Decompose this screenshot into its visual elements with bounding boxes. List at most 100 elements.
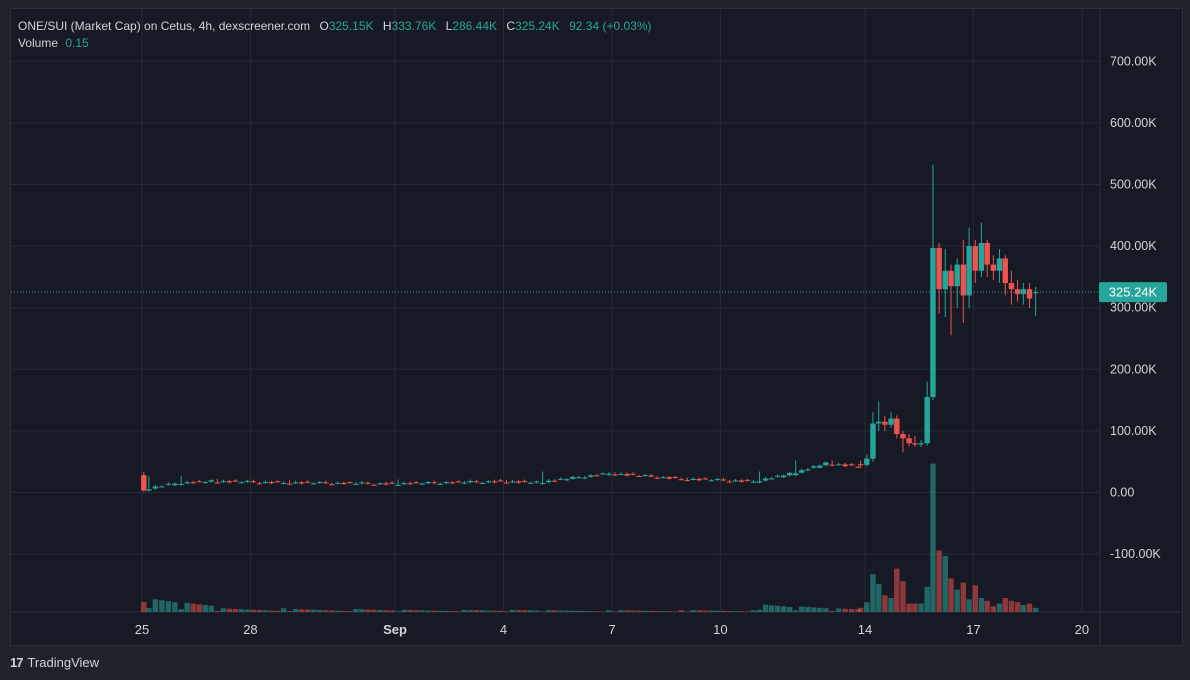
close-value: 325.24K bbox=[515, 19, 560, 33]
volume-bar bbox=[984, 600, 990, 612]
volume-bar bbox=[515, 609, 522, 612]
candle-body bbox=[857, 464, 864, 466]
candle-body bbox=[720, 479, 727, 481]
volume-bar bbox=[624, 610, 630, 612]
candle-body bbox=[811, 466, 817, 468]
tradingview-logo[interactable]: 17 TradingView bbox=[10, 655, 99, 670]
volume-bar bbox=[972, 585, 978, 612]
volume-bar bbox=[304, 609, 311, 612]
candle-body bbox=[491, 481, 498, 483]
volume-bar bbox=[256, 610, 263, 612]
candle-body bbox=[274, 481, 281, 483]
candle-body bbox=[660, 477, 666, 479]
volume-bar bbox=[329, 610, 335, 612]
candle-body bbox=[262, 481, 269, 483]
candle-body bbox=[618, 473, 624, 475]
candle-body bbox=[672, 476, 678, 478]
candle-body bbox=[220, 481, 227, 483]
volume-bar bbox=[702, 610, 709, 612]
chart-legend: ONE/SUI (Market Cap) on Cetus, 4h, dexsc… bbox=[18, 18, 651, 52]
open-value: 325.15K bbox=[328, 19, 374, 33]
volume-bar bbox=[383, 610, 389, 612]
volume-bar bbox=[793, 610, 799, 612]
candle-body bbox=[419, 483, 425, 485]
volume-bar bbox=[762, 604, 769, 612]
volume-bar bbox=[756, 609, 763, 612]
volume-bar bbox=[576, 610, 582, 612]
candle-body bbox=[654, 477, 660, 479]
candle-body bbox=[256, 483, 263, 485]
volume-bar bbox=[407, 609, 413, 612]
chart-frame[interactable] bbox=[10, 8, 1183, 646]
volume-bar bbox=[570, 610, 576, 612]
volume-bar bbox=[714, 610, 721, 612]
volume-bar bbox=[942, 556, 948, 612]
volume-bar bbox=[690, 610, 696, 612]
volume-bar bbox=[1008, 600, 1015, 612]
volume-bar bbox=[178, 609, 184, 612]
candle-body bbox=[202, 482, 208, 484]
volume-bar bbox=[286, 611, 293, 612]
volume-bar bbox=[401, 609, 407, 612]
volume-bar bbox=[485, 610, 492, 612]
candle-body bbox=[1014, 289, 1021, 295]
volume-bar bbox=[244, 609, 251, 612]
volume-bar bbox=[811, 607, 817, 612]
high-label: H bbox=[382, 19, 392, 33]
volume-bar bbox=[323, 610, 329, 612]
last-price-label: 325.24K bbox=[1109, 285, 1158, 300]
candle-body bbox=[855, 466, 861, 468]
candle-body bbox=[835, 464, 842, 466]
candle-body bbox=[799, 470, 805, 473]
volume-bar bbox=[226, 608, 233, 612]
candle-body bbox=[304, 481, 311, 483]
volume-bar bbox=[666, 611, 672, 612]
volume-bar bbox=[612, 611, 618, 612]
candle-body bbox=[882, 421, 888, 425]
volume-bar bbox=[870, 574, 876, 612]
candle-body bbox=[503, 482, 510, 484]
high-value: 333.76K bbox=[391, 19, 437, 33]
candle-body bbox=[425, 481, 431, 484]
volume-bar bbox=[262, 610, 269, 612]
volume-bar bbox=[594, 611, 600, 612]
volume-bar bbox=[165, 601, 172, 612]
x-tick-label: 28 bbox=[243, 622, 257, 637]
volume-bar bbox=[618, 610, 624, 612]
candle-body bbox=[738, 480, 745, 482]
volume-bar bbox=[966, 599, 972, 612]
candle-body bbox=[353, 483, 359, 485]
volume-bar bbox=[732, 611, 739, 612]
volume-bar bbox=[990, 606, 997, 612]
volume-bar bbox=[527, 610, 534, 612]
volume-bar bbox=[660, 611, 666, 612]
candle-body bbox=[208, 480, 214, 482]
candle-body bbox=[793, 473, 799, 476]
candle-body bbox=[395, 484, 401, 486]
x-tick-label: 20 bbox=[1075, 622, 1089, 637]
candle-body bbox=[666, 477, 672, 479]
candle-body bbox=[960, 264, 967, 296]
candle-body bbox=[1026, 289, 1033, 299]
candle-body bbox=[449, 482, 455, 484]
low-value: 286.44K bbox=[452, 19, 498, 33]
candle-body bbox=[311, 483, 317, 485]
candle-body bbox=[582, 477, 588, 479]
candle-body bbox=[509, 481, 516, 483]
volume-bar bbox=[786, 606, 793, 612]
candle-body bbox=[888, 418, 894, 425]
volume-bar bbox=[720, 610, 727, 612]
volume-bar bbox=[1020, 605, 1027, 612]
volume-bar bbox=[311, 609, 317, 612]
candle-body bbox=[539, 482, 546, 484]
volume-bar bbox=[835, 608, 842, 612]
volume-bar bbox=[341, 610, 347, 612]
volume-bar bbox=[960, 582, 967, 612]
candle-body bbox=[750, 481, 757, 483]
volume-bar bbox=[882, 595, 888, 612]
volume-bar bbox=[1026, 603, 1033, 612]
volume-bar bbox=[298, 609, 305, 612]
candle-body bbox=[365, 482, 371, 484]
volume-bar bbox=[371, 609, 377, 612]
